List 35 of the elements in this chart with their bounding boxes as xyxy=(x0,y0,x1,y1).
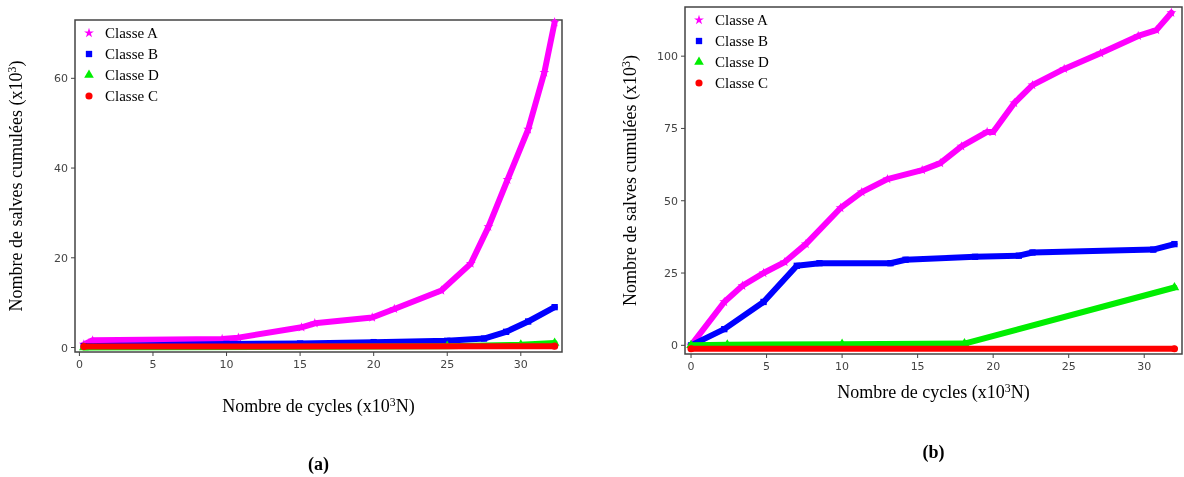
x-tick-label: 25 xyxy=(1061,360,1076,373)
x-tick-label: 0 xyxy=(75,358,83,371)
y-tick-label: 50 xyxy=(664,194,678,208)
legend-label: Classe B xyxy=(715,33,768,49)
y-tick-label: 25 xyxy=(664,267,678,281)
x-tick-label: 0 xyxy=(687,360,695,373)
x-tick-label: 15 xyxy=(910,360,925,373)
x-tick-label: 5 xyxy=(149,358,157,371)
x-tick-label: 30 xyxy=(513,358,528,371)
legend-label: Classe C xyxy=(105,88,158,104)
x-axis-title: Nombre de cycles (x10$^{3}$N) xyxy=(837,381,1030,403)
y-tick-label: 60 xyxy=(54,72,68,86)
y-tick-label: 20 xyxy=(54,251,68,265)
text: (b) xyxy=(922,442,945,463)
y-tick-label: 75 xyxy=(664,122,678,136)
x-tick-label: 10 xyxy=(835,360,850,373)
legend-label: Classe A xyxy=(715,12,769,28)
y-tick-label: 0 xyxy=(61,341,68,355)
x-tick-label: 25 xyxy=(440,358,455,371)
x-tick-label: 15 xyxy=(293,358,308,371)
text: (a) xyxy=(308,454,329,475)
legend-label: Classe C xyxy=(715,75,768,91)
legend-label: Classe D xyxy=(105,67,159,83)
x-tick-label: 5 xyxy=(763,360,771,373)
x-tick-label: 20 xyxy=(366,358,381,371)
legend-label: Classe A xyxy=(105,25,159,41)
x-tick-label: 20 xyxy=(986,360,1001,373)
y-tick-label: 0 xyxy=(671,339,678,353)
y-tick-label: 40 xyxy=(54,162,68,176)
x-tick-label: 10 xyxy=(219,358,234,371)
legend-label: Classe D xyxy=(715,54,769,70)
legend-label: Classe B xyxy=(105,46,158,62)
y-tick-label: 100 xyxy=(657,50,678,64)
x-axis-title: Nombre de cycles (x10$^{3}$N) xyxy=(222,395,415,417)
x-tick-label: 30 xyxy=(1137,360,1152,373)
